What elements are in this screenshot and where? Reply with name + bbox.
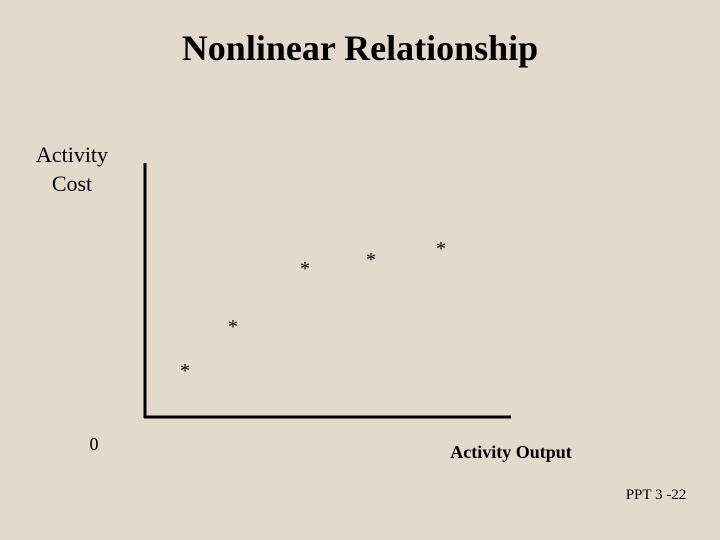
point: * xyxy=(180,360,190,382)
footer: PPT 3 -22 xyxy=(626,487,687,503)
point: * xyxy=(228,316,238,338)
point: * xyxy=(436,238,446,260)
title: Nonlinear Relationship xyxy=(182,28,538,68)
point: * xyxy=(366,249,376,271)
y-axis-label: Cost xyxy=(52,171,92,196)
origin-label: 0 xyxy=(90,434,99,454)
x-axis-label: Activity Output xyxy=(450,442,572,462)
point: * xyxy=(300,258,310,280)
y-axis-label: Activity xyxy=(36,142,108,167)
